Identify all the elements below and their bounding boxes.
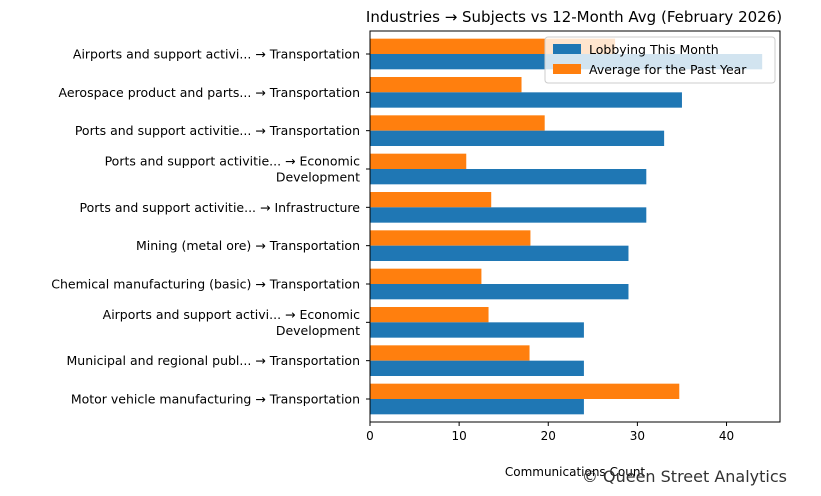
bar-average-5 (370, 230, 531, 246)
watermark: © Queen Street Analytics (582, 467, 787, 486)
x-tick-label: 10 (451, 429, 466, 443)
y-tick-label: Ports and support activitie... → Transpo… (75, 123, 360, 138)
bar-this-month-1 (370, 92, 682, 108)
y-tick-label: Aerospace product and parts... → Transpo… (59, 85, 360, 100)
x-axis-ticks: 0 10 20 30 40 (366, 422, 734, 443)
bar-this-month-2 (370, 130, 665, 146)
x-tick-label: 30 (630, 429, 645, 443)
legend-label-0: Lobbying This Month (589, 42, 719, 57)
x-axis-label: Communications Count (505, 465, 646, 479)
plot-frame (369, 30, 781, 423)
y-tick-label: Airports and support activi... → Economi… (103, 307, 360, 322)
y-tick-label: Chemical manufacturing (basic) → Transpo… (51, 277, 360, 292)
legend-label-1: Average for the Past Year (589, 62, 747, 77)
bar-average-7 (370, 307, 489, 323)
bars-group (370, 38, 763, 415)
bar-average-8 (370, 345, 530, 361)
bar-average-4 (370, 192, 492, 208)
legend-swatch-0 (553, 44, 581, 54)
bar-this-month-7 (370, 322, 584, 338)
y-tick-label: Development (276, 170, 360, 185)
x-tick-label: 0 (366, 429, 374, 443)
x-tick-label: 40 (719, 429, 734, 443)
bar-this-month-9 (370, 399, 584, 415)
y-tick-label: Ports and support activitie... → Economi… (105, 154, 361, 169)
y-tick-labels: Airports and support activi... → Transpo… (51, 47, 370, 407)
bar-average-3 (370, 153, 467, 169)
y-tick-label: Ports and support activitie... → Infrast… (80, 200, 361, 215)
legend-swatch-1 (553, 64, 581, 74)
bar-this-month-6 (370, 284, 629, 300)
bar-average-1 (370, 77, 522, 93)
legend: Lobbying This Month Average for the Past … (544, 36, 776, 84)
y-tick-label: Mining (metal ore) → Transportation (136, 238, 360, 253)
y-tick-label: Development (276, 323, 360, 338)
chart-title: Industries → Subjects vs 12-Month Avg (F… (366, 8, 782, 26)
bar-this-month-5 (370, 245, 629, 261)
legend-box (544, 36, 776, 84)
bar-average-6 (370, 268, 482, 284)
bar-this-month-8 (370, 360, 584, 376)
y-tick-label: Airports and support activi... → Transpo… (73, 47, 360, 62)
bar-this-month-3 (370, 169, 647, 185)
y-tick-label: Motor vehicle manufacturing → Transporta… (71, 392, 360, 407)
bar-average-2 (370, 115, 545, 131)
x-tick-label: 20 (541, 429, 556, 443)
bar-average-9 (370, 383, 680, 399)
y-tick-label: Municipal and regional publ... → Transpo… (67, 353, 360, 368)
bar-this-month-4 (370, 207, 647, 223)
